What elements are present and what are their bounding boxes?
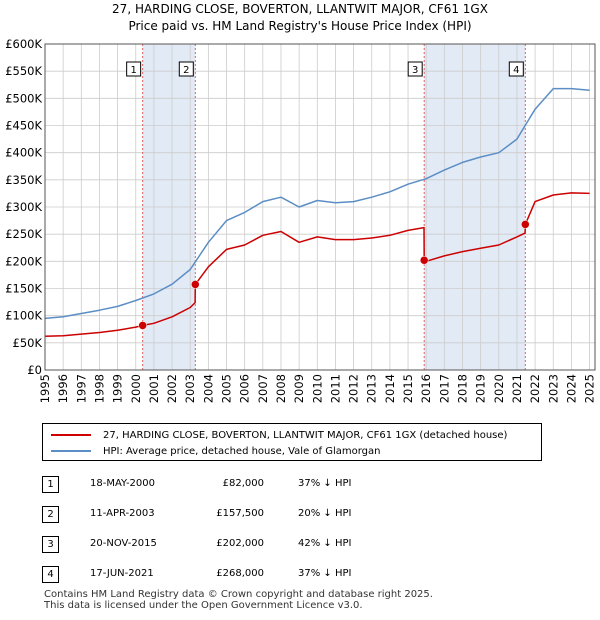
y-tick-label: £0 xyxy=(27,363,42,377)
x-tick-label: 2007 xyxy=(256,374,270,403)
x-tick-label: 2016 xyxy=(419,374,433,403)
hpi-line xyxy=(44,87,590,320)
sale-hpi-diff: 20% ↓ HPI xyxy=(298,508,352,519)
legend-swatch-hpi xyxy=(51,450,91,452)
x-tick-label: 2002 xyxy=(165,374,179,403)
y-tick-label: £500K xyxy=(5,91,42,105)
sales-table: 1 18-MAY-2000 £82,000 37% ↓ HPI 2 11-APR… xyxy=(42,472,442,592)
sale-badge-label: 2 xyxy=(183,65,189,76)
sale-points xyxy=(138,220,530,330)
sale-point xyxy=(191,280,200,289)
x-tick-label: 2022 xyxy=(528,374,542,403)
sale-price: £157,500 xyxy=(216,508,264,519)
chart-subtitle: Price paid vs. HM Land Registry's House … xyxy=(128,19,472,33)
y-tick-label: £200K xyxy=(5,254,42,268)
chart-title-address: 27, HARDING CLOSE, BOVERTON, LLANTWIT MA… xyxy=(112,2,488,16)
x-tick-label: 1996 xyxy=(56,374,70,403)
x-tick-label: 2017 xyxy=(437,374,451,403)
sale-price: £202,000 xyxy=(216,538,264,549)
x-tick-label: 2003 xyxy=(183,374,197,403)
x-tick-label: 2021 xyxy=(510,374,524,403)
sale-badges: 1 2 3 4 xyxy=(126,61,524,77)
x-tick-label: 1995 xyxy=(38,374,52,403)
sale-badge-box xyxy=(508,61,524,77)
sale-date: 17-JUN-2021 xyxy=(90,568,154,579)
x-tick-label: 2015 xyxy=(401,374,415,403)
y-tick-label: £350K xyxy=(5,173,42,187)
sale-point xyxy=(419,255,429,265)
x-tick-label: 2024 xyxy=(564,374,578,403)
sale-badge-label: 4 xyxy=(513,65,519,76)
x-tick-label: 2001 xyxy=(147,374,161,403)
sale-badge-box xyxy=(178,61,194,77)
y-tick-label: £250K xyxy=(5,227,42,241)
y-tick-label: £400K xyxy=(5,146,42,160)
sale-price: £268,000 xyxy=(216,568,264,579)
sale-row: 3 20-NOV-2015 £202,000 42% ↓ HPI xyxy=(42,532,442,562)
x-axis-tick-labels: 1995 1996 1997 1998 1999 2000 2001 2002 2003 2004… xyxy=(38,374,597,403)
gridlines xyxy=(44,43,595,371)
y-tick-label: £600K xyxy=(5,37,42,51)
x-tick-label: 2009 xyxy=(292,374,306,403)
footer-attribution: Contains HM Land Registry data © Crown c… xyxy=(44,589,433,611)
x-tick-label: 2018 xyxy=(455,374,469,403)
y-tick-label: £50K xyxy=(13,336,43,350)
plot-frame xyxy=(44,43,596,371)
sale-badge-label: 3 xyxy=(412,65,418,76)
legend-item-property: 27, HARDING CLOSE, BOVERTON, LLANTWIT MA… xyxy=(51,427,507,443)
x-tick-label: 2008 xyxy=(274,374,288,403)
x-tick-label: 1999 xyxy=(111,374,125,403)
sale-hpi-diff: 37% ↓ HPI xyxy=(298,478,352,489)
sale-number-badge: 1 xyxy=(42,476,59,493)
y-tick-label: £300K xyxy=(5,200,42,214)
x-tick-label: 2020 xyxy=(492,374,506,403)
x-tick-label: 2012 xyxy=(347,374,361,403)
x-tick-label: 2011 xyxy=(328,374,342,403)
sale-badge-box xyxy=(126,61,142,77)
x-tick-label: 2013 xyxy=(365,374,379,403)
y-tick-label: £450K xyxy=(5,119,42,133)
y-tick-label: £100K xyxy=(5,309,42,323)
y-tick-label: £550K xyxy=(5,64,42,78)
legend: 27, HARDING CLOSE, BOVERTON, LLANTWIT MA… xyxy=(42,423,542,461)
sale-number-badge: 2 xyxy=(42,506,59,523)
sale-number-badge: 4 xyxy=(42,566,59,583)
x-tick-label: 2005 xyxy=(220,374,234,403)
legend-swatch-property xyxy=(51,434,91,436)
legend-label-hpi: HPI: Average price, detached house, Vale… xyxy=(103,445,381,457)
price-chart: 1 2 3 4 £0 £50K £100K £150K £200K £250K £300K £350… xyxy=(5,37,597,403)
x-tick-label: 2000 xyxy=(129,374,143,403)
y-axis-tick-labels: £0 £50K £100K £150K £200K £250K £300K £350K £400… xyxy=(5,37,42,377)
x-tick-label: 2025 xyxy=(583,374,597,403)
legend-item-hpi: HPI: Average price, detached house, Vale… xyxy=(51,443,381,459)
footer-line-licence: This data is licensed under the Open Gov… xyxy=(44,600,363,611)
x-tick-label: 1998 xyxy=(92,374,106,403)
sale-hpi-diff: 37% ↓ HPI xyxy=(298,568,352,579)
y-tick-label: £150K xyxy=(5,282,42,296)
sale-point xyxy=(521,220,530,229)
legend-label-property: 27, HARDING CLOSE, BOVERTON, LLANTWIT MA… xyxy=(103,429,508,441)
sale-row: 1 18-MAY-2000 £82,000 37% ↓ HPI xyxy=(42,472,442,502)
x-tick-label: 1997 xyxy=(74,374,88,403)
sale-number-badge: 3 xyxy=(42,536,59,553)
sale-badge-label: 1 xyxy=(130,65,136,76)
sale-date: 18-MAY-2000 xyxy=(90,478,156,489)
sale-point xyxy=(138,321,147,330)
sale-row: 2 11-APR-2003 £157,500 20% ↓ HPI xyxy=(42,502,442,532)
x-tick-label: 2023 xyxy=(546,374,560,403)
sale-price: £82,000 xyxy=(222,478,264,489)
x-tick-label: 2006 xyxy=(238,374,252,403)
sale-hpi-diff: 42% ↓ HPI xyxy=(298,538,352,549)
sale-date: 11-APR-2003 xyxy=(90,508,155,519)
sale-badge-box xyxy=(407,61,423,77)
footer-line-copyright: Contains HM Land Registry data © Crown c… xyxy=(44,589,433,600)
x-tick-label: 2004 xyxy=(201,374,215,403)
x-tick-label: 2014 xyxy=(383,374,397,403)
sale-row: 4 17-JUN-2021 £268,000 37% ↓ HPI xyxy=(42,562,442,592)
x-tick-label: 2019 xyxy=(474,374,488,403)
sale-date: 20-NOV-2015 xyxy=(90,538,157,549)
x-tick-label: 2010 xyxy=(310,374,324,403)
